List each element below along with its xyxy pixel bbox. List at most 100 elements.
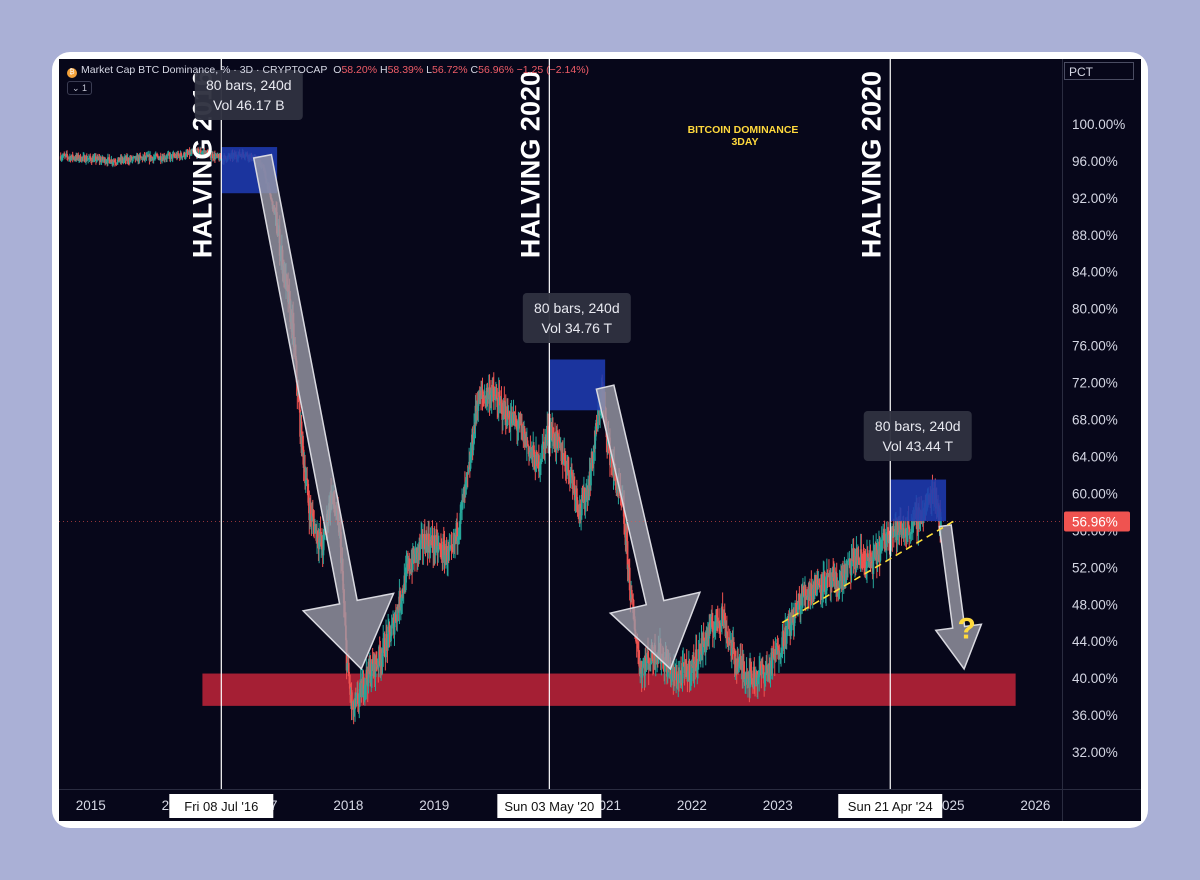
price-candle-body (814, 574, 817, 594)
price-candle-body (628, 564, 630, 568)
price-candle-body (746, 672, 749, 685)
price-candle-body (763, 673, 766, 684)
price-candle-body (573, 479, 575, 486)
y-tick-label: 48.00% (1072, 597, 1118, 612)
price-candle-body (66, 156, 69, 158)
price-candle-body (477, 404, 480, 411)
price-candle-body (893, 531, 896, 533)
price-candle-body (359, 682, 361, 694)
price-candle-body (611, 459, 613, 467)
price-candle-body (873, 548, 875, 551)
price-candle-body (737, 666, 740, 673)
price-candle-body (371, 659, 373, 677)
price-candle-body (464, 481, 467, 488)
price-candle-body (822, 572, 825, 592)
price-candle-body (145, 155, 148, 158)
scale-mode-button[interactable]: PCT (1064, 62, 1134, 80)
y-tick-label: 32.00% (1072, 745, 1118, 760)
y-tick-label: 44.00% (1072, 634, 1118, 649)
price-candle-body (450, 545, 453, 547)
price-candle-body (491, 384, 494, 394)
price-candle-body (83, 155, 86, 162)
price-candle-body (791, 609, 794, 619)
price-candle-body (724, 620, 727, 637)
price-candle-body (436, 536, 439, 553)
price-candle-body (569, 471, 572, 484)
price-candle-body (823, 572, 826, 593)
price-candle-body (688, 660, 691, 682)
price-candle-body (759, 664, 762, 670)
chart-svg[interactable]: 100.00% 96.00% 92.00% 88.00% 84.00% 80.00% 76.… (59, 59, 1141, 821)
price-candle-body (735, 658, 737, 668)
price-candle-body (92, 158, 95, 162)
price-candle-body (370, 676, 373, 683)
price-candle-body (443, 543, 446, 563)
price-candle-body (794, 603, 797, 604)
price-candle-body (71, 154, 74, 159)
price-candle-body (535, 451, 537, 472)
y-tick-label: 40.00% (1072, 671, 1118, 686)
price-candle-body (186, 152, 189, 154)
price-candle-body (744, 678, 747, 683)
price-candle-body (594, 423, 597, 437)
price-candle-body (309, 505, 312, 514)
price-candle-body (401, 589, 404, 601)
halving-date-tag: Sun 03 May '20 (504, 799, 594, 814)
down-arrow-2 (595, 384, 702, 671)
price-candle-body (130, 156, 133, 160)
price-candle-body (66, 153, 68, 157)
price-candle-body (690, 664, 693, 674)
price-candle-body (567, 457, 570, 473)
price-candle-body (751, 678, 754, 686)
price-candle-body (177, 153, 180, 156)
price-candle-body (448, 547, 451, 552)
price-candle-body (95, 156, 97, 162)
question-mark: ? (958, 612, 976, 645)
price-candle-body (903, 534, 906, 539)
price-candle-body (753, 666, 756, 685)
price-candle-body (642, 664, 644, 668)
price-candle-body (307, 495, 310, 506)
measure-range-box-3[interactable] (890, 479, 947, 522)
price-candle-body (116, 159, 119, 164)
price-candle-body (685, 660, 687, 664)
price-candle-body (87, 157, 90, 159)
price-candle-body (892, 528, 894, 537)
price-candle-body (702, 637, 704, 655)
price-candle-body (695, 649, 698, 672)
price-candle-body (159, 156, 162, 161)
price-candle-body (378, 646, 380, 668)
price-candle-body (940, 517, 942, 529)
price-candle-body (104, 158, 106, 164)
price-candle-body (80, 157, 83, 161)
measure-range-box-2[interactable] (549, 359, 606, 411)
price-candle-body (595, 423, 598, 426)
price-candle-body (61, 157, 64, 159)
collapse-indicators-button[interactable]: ⌄ 1 (67, 81, 93, 95)
price-candle-body (399, 603, 402, 608)
price-candle-body (387, 626, 390, 648)
price-candle-body (496, 398, 499, 408)
price-candle-body (872, 550, 875, 574)
price-candle-body (911, 517, 914, 528)
support-trendline[interactable] (781, 520, 955, 624)
price-candle-body (882, 533, 885, 539)
price-candle-body (690, 673, 692, 681)
price-candle-body (364, 684, 367, 686)
price-candle-body (742, 665, 745, 674)
price-candle-body (63, 154, 66, 156)
price-tag-bg (1064, 511, 1130, 532)
price-candle-body (466, 472, 468, 478)
price-candle-body (73, 157, 75, 159)
price-candle-body (371, 659, 374, 664)
y-tick-label: 100.00% (1072, 117, 1125, 132)
price-candle-body (573, 485, 576, 501)
price-candle-body (68, 157, 71, 159)
price-candle-body (323, 531, 325, 535)
price-candle-body (844, 573, 847, 582)
price-candle-body (151, 157, 154, 159)
price-candle-body (766, 665, 768, 670)
price-candle-body (888, 536, 891, 543)
price-candle-body (466, 472, 469, 474)
price-candle-body (774, 649, 777, 661)
